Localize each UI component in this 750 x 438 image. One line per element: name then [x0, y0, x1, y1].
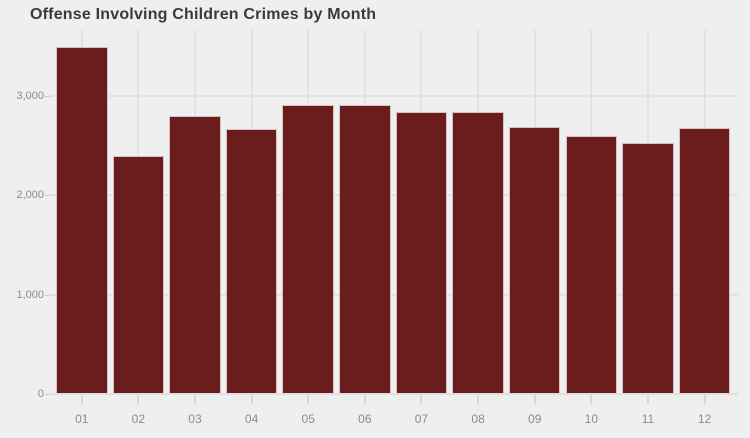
x-tick-mark — [137, 394, 140, 404]
x-tick-mark — [590, 394, 593, 404]
bar-month-09 — [508, 127, 561, 394]
x-axis-baseline — [50, 393, 738, 395]
hgridline-3000 — [50, 94, 738, 97]
x-axis-label: 02 — [131, 412, 146, 426]
bar-month-08 — [452, 112, 504, 394]
x-tick-mark — [363, 394, 366, 404]
x-axis-label: 09 — [528, 412, 542, 426]
x-axis-label: 03 — [188, 412, 202, 426]
bar-month-02 — [112, 156, 165, 394]
x-axis-label: 08 — [471, 412, 485, 426]
x-axis-label: 10 — [584, 412, 598, 426]
x-tick-mark — [533, 394, 536, 404]
y-tick-mark — [45, 294, 51, 296]
x-tick-mark — [646, 394, 649, 404]
x-tick-mark — [80, 394, 83, 404]
hgridline-2000 — [50, 194, 738, 197]
x-tick-mark — [307, 394, 310, 404]
x-tick-mark — [477, 394, 480, 404]
x-axis-label: 04 — [244, 412, 259, 426]
bar-month-12 — [678, 128, 731, 394]
x-axis-label: 06 — [358, 412, 372, 426]
plot-area — [50, 30, 738, 395]
bar-month-03 — [169, 115, 221, 394]
y-axis-label: 1,000 — [16, 288, 44, 301]
y-axis-label: 0 — [37, 388, 44, 400]
y-tick-mark — [45, 195, 51, 197]
y-axis-label: 3,000 — [16, 89, 44, 102]
x-axis-label: 01 — [75, 412, 89, 426]
bar-month-10 — [565, 135, 618, 394]
x-axis-label: 07 — [414, 412, 429, 426]
bar-month-04 — [225, 129, 278, 394]
x-axis-label: 11 — [641, 412, 655, 426]
x-tick-mark — [193, 394, 196, 404]
y-axis-label: 2,000 — [16, 189, 44, 202]
y-tick-mark — [45, 95, 51, 97]
bar-month-01 — [56, 46, 108, 394]
y-tick-mark — [45, 394, 51, 395]
bar-month-06 — [339, 105, 391, 394]
x-tick-mark — [250, 394, 253, 404]
x-axis-label: 12 — [697, 412, 712, 426]
chart-title: Offense Involving Children Crimes by Mon… — [30, 6, 377, 23]
x-axis-label: 05 — [301, 412, 315, 426]
bar-month-07 — [395, 111, 448, 394]
x-tick-mark — [703, 394, 706, 404]
bar-month-11 — [622, 143, 674, 394]
hgridline-1000 — [50, 293, 738, 296]
bar-month-05 — [282, 104, 334, 394]
x-tick-mark — [420, 394, 423, 404]
